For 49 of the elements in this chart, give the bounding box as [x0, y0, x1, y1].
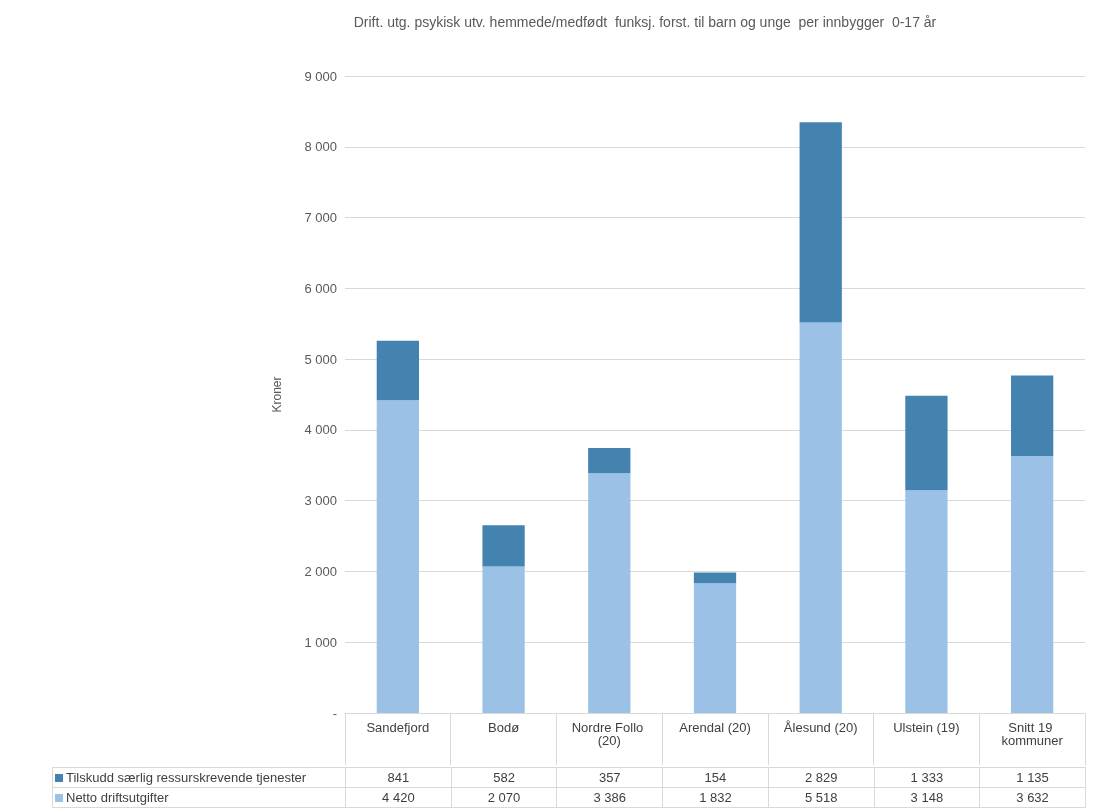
bar [376, 400, 419, 713]
x-tick-label: Ålesund (20) [783, 720, 858, 735]
y-tick-label: 8 000 [304, 139, 337, 155]
x-tick-label: Nordre Follo (20) [571, 720, 647, 748]
data-label: 154 [662, 767, 769, 788]
x-tick-label: Bodø [488, 720, 520, 735]
bar [482, 525, 525, 567]
y-axis-title: Kroner [270, 376, 284, 413]
data-label: 2 829 [768, 767, 875, 788]
legend-label: Tilskudd særlig ressurskrevende tjenester [52, 767, 346, 788]
data-label: 3 386 [556, 787, 663, 808]
y-tick-label: 7 000 [304, 210, 337, 226]
data-label: 2 070 [451, 787, 557, 808]
bar [1011, 375, 1054, 456]
y-tick-label: 3 000 [304, 493, 337, 509]
data-label: 357 [556, 767, 663, 788]
data-label: 1 135 [979, 767, 1086, 788]
bar [799, 122, 842, 323]
data-label: 1 832 [662, 787, 769, 808]
bar [588, 448, 631, 474]
data-label: 3 632 [979, 787, 1086, 808]
y-tick-label: 9 000 [304, 68, 337, 84]
legend-label: Netto driftsutgifter [52, 787, 346, 808]
bar [905, 395, 948, 491]
bar [693, 583, 737, 713]
chart-title: Drift. utg. psykisk utv. hemmede/medfødt funksj. forst. til barn og unge per innbygger 0-17 år [353, 14, 937, 30]
data-label: 4 420 [345, 787, 452, 808]
bar [376, 340, 419, 401]
x-tick-label: Ulstein (19) [893, 720, 960, 735]
bar [1011, 455, 1054, 713]
bar [693, 572, 737, 584]
data-label: 5 518 [768, 787, 875, 808]
x-tick-label: Arendal (20) [679, 720, 751, 735]
y-tick-label: - [332, 705, 337, 721]
bar [482, 566, 525, 713]
y-tick-label: 2 000 [304, 563, 337, 579]
data-label: 1 333 [874, 767, 980, 788]
bar [799, 322, 842, 713]
data-label: 3 148 [874, 787, 980, 808]
x-tick-label: Snitt 19 kommuner [1001, 720, 1064, 748]
y-tick-label: 1 000 [304, 634, 337, 650]
y-tick-label: 5 000 [304, 351, 337, 367]
data-label: 841 [345, 767, 452, 788]
data-label: 582 [451, 767, 557, 788]
bar [905, 490, 948, 713]
x-tick-label: Sandefjord [366, 720, 430, 735]
bar [588, 473, 631, 713]
y-tick-label: 6 000 [304, 280, 337, 296]
y-tick-label: 4 000 [304, 422, 337, 438]
